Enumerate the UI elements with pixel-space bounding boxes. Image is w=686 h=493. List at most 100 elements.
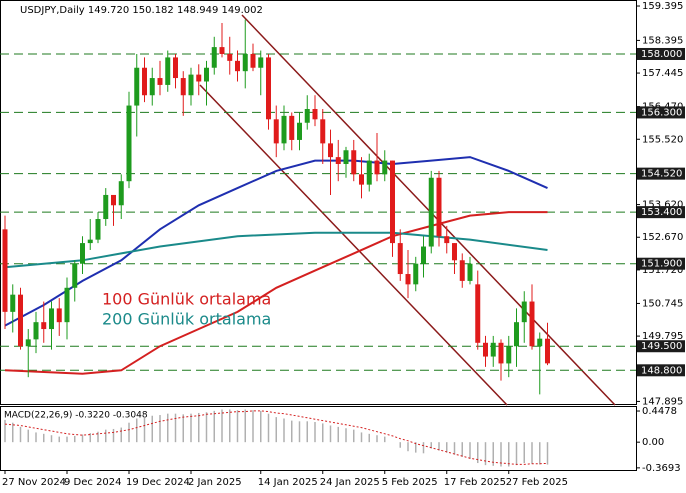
candle-body xyxy=(452,243,457,261)
candle-body xyxy=(506,346,512,364)
candle-body xyxy=(219,47,225,54)
candle-body xyxy=(188,74,194,96)
macd-title: MACD(22,26,9) -0.3220 -0.3048 xyxy=(4,411,148,421)
candle-body xyxy=(49,308,54,330)
candle-body xyxy=(374,160,380,175)
candle-body xyxy=(390,160,395,244)
level-label-box xyxy=(637,47,685,60)
x-tick-label: 17 Feb 2025 xyxy=(444,477,506,488)
level-label-box xyxy=(637,206,685,219)
candle-body xyxy=(281,115,287,144)
candle-body xyxy=(266,57,271,120)
candle-body xyxy=(180,78,186,96)
candle-body xyxy=(537,338,543,347)
candle-body xyxy=(41,322,47,330)
candle-body xyxy=(56,308,62,323)
candle-body xyxy=(134,67,140,106)
moving-average xyxy=(4,211,548,375)
candle-body xyxy=(72,263,78,288)
candle-body xyxy=(149,78,155,96)
y-tick-label: 157.445 xyxy=(642,68,683,79)
candle-body xyxy=(444,236,450,244)
candle-body xyxy=(405,274,411,285)
ma-legend: 200 Günlük ortalama xyxy=(102,310,271,329)
candle-body xyxy=(421,246,426,264)
candle-body xyxy=(2,229,8,312)
x-tick-label: 24 Jan 2025 xyxy=(320,477,380,488)
candle-body xyxy=(498,342,504,364)
level-label: 151.900 xyxy=(641,259,682,270)
candle-body xyxy=(545,338,550,364)
candle-body xyxy=(10,294,16,312)
x-tick-label: 5 Feb 2025 xyxy=(382,477,438,488)
candle-body xyxy=(413,263,419,285)
candle-body xyxy=(142,67,147,96)
candle-body xyxy=(227,53,233,61)
candle-body xyxy=(242,53,248,72)
candle-body xyxy=(211,47,217,68)
ma-legend: 100 Günlük ortalama xyxy=(102,290,271,309)
candle-body xyxy=(165,57,171,85)
candle-body xyxy=(258,57,264,68)
candle-body xyxy=(95,219,101,240)
level-label-box xyxy=(637,340,685,353)
x-tick-label: 9 Dec 2024 xyxy=(64,477,122,488)
y-tick-label: 150.745 xyxy=(642,298,683,309)
candle-body xyxy=(475,284,481,343)
candle-body xyxy=(250,53,256,68)
level-label: 153.400 xyxy=(641,207,682,218)
macd-y-tick-label: 0.4478 xyxy=(642,406,677,417)
candle-body xyxy=(521,301,527,323)
candle-body xyxy=(25,339,31,347)
candle-body xyxy=(118,181,124,206)
x-tick-label: 2 Jan 2025 xyxy=(188,477,242,488)
candle-body xyxy=(204,67,209,82)
candle-body xyxy=(382,160,388,175)
candle-body xyxy=(235,60,240,72)
y-tick-label: 159.395 xyxy=(642,1,683,12)
level-label: 156.300 xyxy=(641,107,682,118)
candle-body xyxy=(359,174,364,185)
price-panel-frame xyxy=(0,0,637,405)
x-tick-label: 27 Nov 2024 xyxy=(2,477,66,488)
moving-average xyxy=(4,231,548,269)
candle-body xyxy=(343,150,349,165)
candle-body xyxy=(273,119,279,144)
y-tick-label: 155.520 xyxy=(642,134,683,145)
candle-body xyxy=(366,160,372,185)
candle-body xyxy=(467,263,473,281)
level-label: 154.520 xyxy=(641,169,682,180)
candle-body xyxy=(529,301,535,347)
x-tick-label: 27 Feb 2025 xyxy=(506,477,568,488)
chart-title: USDJPY,Daily 149.720 150.182 148.949 149… xyxy=(20,5,263,16)
candle-body xyxy=(18,294,23,347)
y-tick-label: 158.395 xyxy=(642,35,683,46)
candle-body xyxy=(320,119,326,144)
macd-y-tick-label: 0.00 xyxy=(642,437,664,448)
candle-body xyxy=(289,115,295,140)
candle-body xyxy=(103,194,109,220)
candle-body xyxy=(111,194,116,206)
candle-body xyxy=(297,122,302,140)
candle-body xyxy=(87,239,93,244)
channel-upper xyxy=(241,14,616,406)
channel-lower xyxy=(199,84,508,406)
y-tick-label: 149.795 xyxy=(642,331,683,342)
candle-body xyxy=(304,108,310,123)
candle-body xyxy=(196,74,202,82)
level-label: 158.000 xyxy=(641,49,682,60)
level-label: 149.500 xyxy=(641,341,682,352)
level-label-box xyxy=(637,364,685,377)
level-label-box xyxy=(637,167,685,180)
candle-body xyxy=(428,177,434,247)
y-tick-label: 152.670 xyxy=(642,232,683,243)
x-tick-label: 14 Jan 2025 xyxy=(258,477,318,488)
candle-body xyxy=(157,78,163,85)
candle-body xyxy=(514,322,519,347)
macd-signal xyxy=(4,410,548,465)
candle-body xyxy=(328,143,333,158)
macd-y-tick-label: -0.3693 xyxy=(642,463,681,474)
